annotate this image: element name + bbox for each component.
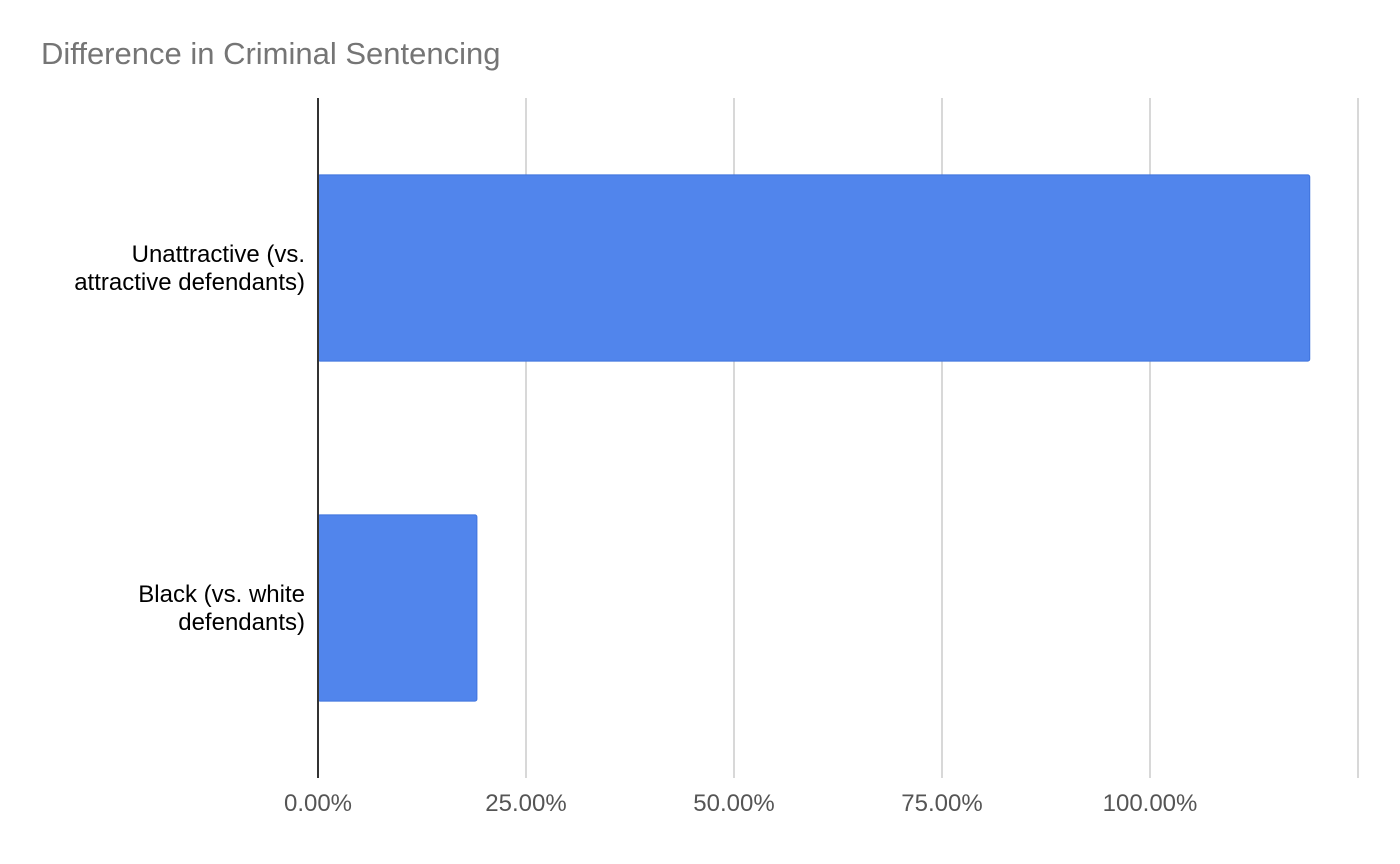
tick-labels: 0.00% 25.00% 50.00% 75.00% 100.00% [284,790,1197,817]
category-label-0: Unattractive (vs. attractive defendants) [74,241,305,296]
x-tick-label-1: 25.00% [485,790,566,817]
category-label-0-line-0: Unattractive (vs. [132,241,305,268]
x-tick-label-0: 0.00% [284,790,352,817]
bar-1 [317,514,478,702]
chart-title: Difference in Criminal Sentencing [41,36,501,71]
category-label-1: Black (vs. white defendants) [138,581,305,636]
x-tick-label-2: 50.00% [693,790,774,817]
bar-0 [317,174,1311,362]
bars [317,174,1311,702]
x-tick-label-4: 100.00% [1103,790,1198,817]
category-label-1-line-0: Black (vs. white [138,581,305,608]
x-tick-label-3: 75.00% [901,790,982,817]
category-labels: Unattractive (vs. attractive defendants) B… [74,241,305,636]
category-label-0-line-1: attractive defendants) [74,269,305,296]
category-label-1-line-1: defendants) [178,609,305,636]
